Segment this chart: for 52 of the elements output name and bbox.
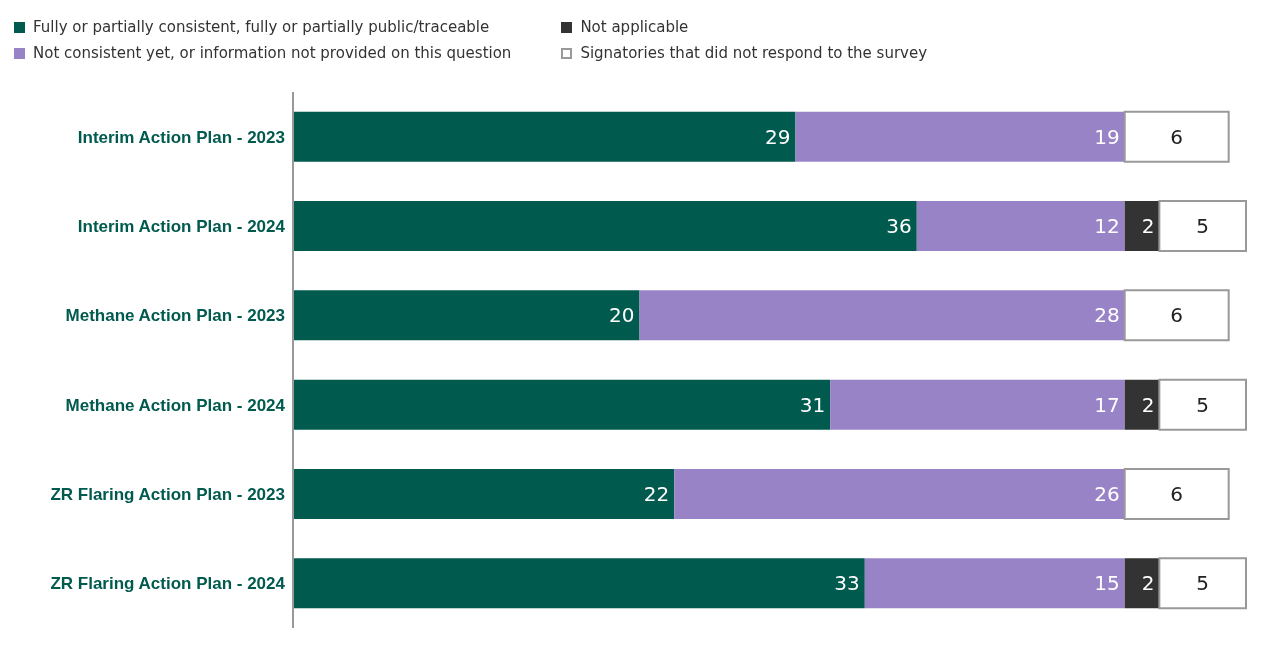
data-label: 2 xyxy=(1141,571,1155,596)
data-label: 2 xyxy=(1141,392,1155,417)
data-label: 6 xyxy=(1170,124,1184,149)
data-label: 6 xyxy=(1170,482,1184,507)
data-label: 29 xyxy=(765,124,791,149)
legend-label: Signatories that did not respond to the survey xyxy=(580,44,928,62)
data-label: 28 xyxy=(1094,303,1120,328)
bar xyxy=(1123,467,1230,520)
data-label: 5 xyxy=(1196,214,1210,239)
legend-label: Fully or partially consistent, fully or partially public/traceable xyxy=(33,18,490,36)
bar xyxy=(293,290,640,341)
bar xyxy=(1124,379,1160,430)
data-label: 17 xyxy=(1094,392,1120,417)
legend-label: Not applicable xyxy=(580,18,689,36)
bar xyxy=(1123,110,1230,163)
bar xyxy=(293,558,865,609)
bar xyxy=(1158,557,1247,610)
bar xyxy=(293,379,831,430)
bar xyxy=(1158,199,1247,252)
data-label: 20 xyxy=(609,303,635,328)
bar xyxy=(293,111,796,162)
bar xyxy=(293,200,917,251)
bar xyxy=(1124,200,1160,251)
bar xyxy=(830,379,1125,430)
bar xyxy=(795,111,1125,162)
y-tick-label: ZR Flaring Action Plan - 2024 xyxy=(50,574,286,594)
data-label: 22 xyxy=(643,482,670,507)
data-label: 6 xyxy=(1170,303,1184,328)
bar xyxy=(293,468,675,519)
bar xyxy=(864,558,1125,609)
data-label: 15 xyxy=(1094,571,1120,596)
legend-label: Not consistent yet, or information not provided on this question xyxy=(33,44,512,62)
bar xyxy=(1158,378,1247,431)
bar xyxy=(1123,289,1230,342)
bar xyxy=(639,290,1125,341)
data-label: 5 xyxy=(1196,392,1210,417)
data-label: 5 xyxy=(1196,571,1210,596)
y-tick-label: ZR Flaring Action Plan - 2023 xyxy=(50,485,285,505)
data-label: 36 xyxy=(886,214,912,239)
data-label: 31 xyxy=(799,392,826,417)
y-tick-label: Interim Action Plan - 2023 xyxy=(77,127,285,147)
data-label: 2 xyxy=(1141,214,1155,239)
bar xyxy=(916,200,1125,251)
bar xyxy=(1124,558,1160,609)
data-label: 12 xyxy=(1094,214,1120,239)
bar xyxy=(674,468,1125,519)
data-label: 19 xyxy=(1094,124,1120,149)
y-tick-label: Methane Action Plan - 2023 xyxy=(65,306,285,326)
y-tick-label: Methane Action Plan - 2024 xyxy=(65,395,286,415)
y-tick-label: Interim Action Plan - 2024 xyxy=(77,217,286,237)
data-label: 26 xyxy=(1094,482,1120,507)
data-label: 33 xyxy=(834,571,860,596)
